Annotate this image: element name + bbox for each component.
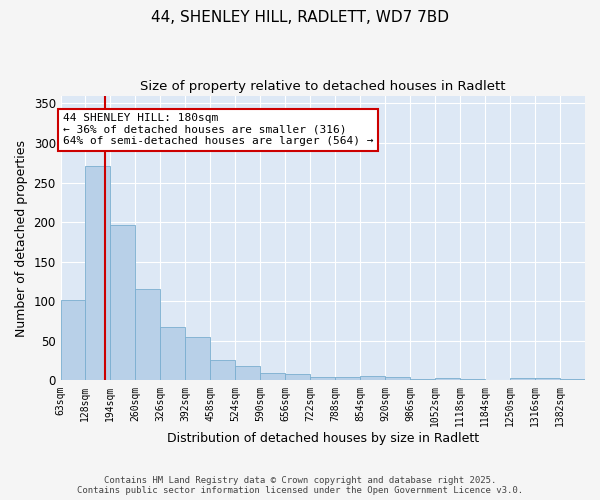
Bar: [110, 224, 135, 380]
Bar: [61, 300, 85, 380]
Bar: [210, 360, 235, 380]
Bar: [535, 378, 560, 380]
Y-axis label: Number of detached properties: Number of detached properties: [15, 140, 28, 336]
Text: Contains HM Land Registry data © Crown copyright and database right 2025.
Contai: Contains HM Land Registry data © Crown c…: [77, 476, 523, 495]
Bar: [335, 376, 360, 380]
Bar: [85, 166, 110, 380]
Bar: [510, 378, 535, 380]
Title: Size of property relative to detached houses in Radlett: Size of property relative to detached ho…: [140, 80, 506, 93]
Bar: [185, 337, 210, 380]
Text: 44, SHENLEY HILL, RADLETT, WD7 7BD: 44, SHENLEY HILL, RADLETT, WD7 7BD: [151, 10, 449, 25]
X-axis label: Distribution of detached houses by size in Radlett: Distribution of detached houses by size …: [167, 432, 479, 445]
Bar: [460, 379, 485, 380]
Bar: [410, 379, 435, 380]
Bar: [235, 366, 260, 380]
Bar: [360, 376, 385, 380]
Bar: [310, 376, 335, 380]
Bar: [285, 374, 310, 380]
Bar: [435, 378, 460, 380]
Bar: [135, 290, 160, 380]
Bar: [260, 374, 285, 380]
Bar: [160, 326, 185, 380]
Bar: [560, 379, 585, 380]
Text: 44 SHENLEY HILL: 180sqm
← 36% of detached houses are smaller (316)
64% of semi-d: 44 SHENLEY HILL: 180sqm ← 36% of detache…: [62, 113, 373, 146]
Bar: [385, 376, 410, 380]
